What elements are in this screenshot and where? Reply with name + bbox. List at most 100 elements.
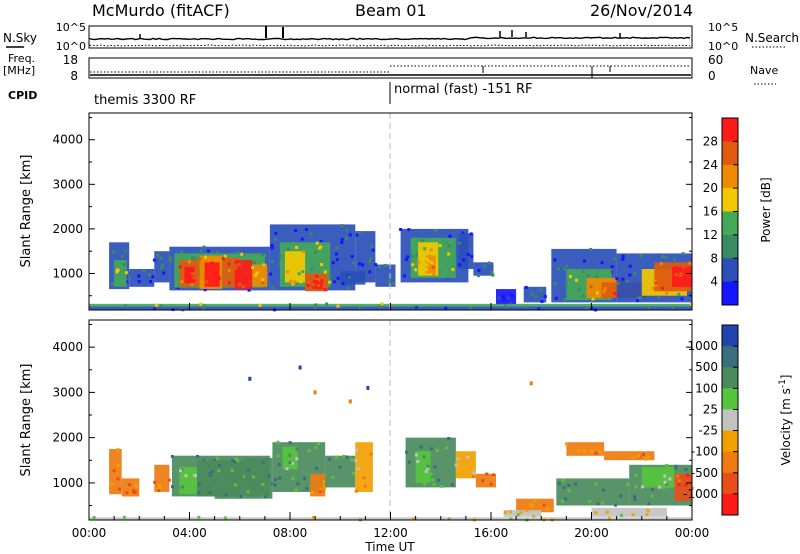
data-cell <box>255 271 259 275</box>
data-cell <box>202 306 206 310</box>
data-cell <box>208 474 212 477</box>
data-cell <box>314 446 318 450</box>
station-title: McMurdo (fitACF) <box>92 1 230 20</box>
data-cell <box>261 281 265 285</box>
data-cell <box>351 261 355 265</box>
data-cell <box>628 273 632 277</box>
y-tick-label: 3000 <box>52 177 83 191</box>
data-cell <box>368 270 372 274</box>
data-cell <box>198 257 202 261</box>
colorbar-swatch <box>722 367 738 389</box>
colorbar-tick-label: -500 <box>691 466 718 480</box>
data-cell <box>650 488 654 492</box>
data-cell <box>503 511 507 514</box>
data-cell <box>613 257 617 261</box>
data-cell <box>674 273 678 276</box>
data-cell <box>323 270 327 274</box>
time-axis-label: Time UT <box>364 540 415 554</box>
data-cell <box>354 458 358 462</box>
data-cell <box>654 281 658 285</box>
data-cell <box>335 252 338 256</box>
data-cell <box>641 485 645 489</box>
data-cell <box>192 276 196 280</box>
data-cell <box>171 485 174 489</box>
data-cell <box>293 280 297 284</box>
data-cell <box>331 475 335 479</box>
data-cell <box>668 477 672 481</box>
data-cell <box>445 446 449 450</box>
freq-panel <box>88 57 693 79</box>
counts-frame <box>88 25 693 49</box>
colorbar-tick-label: -1000 <box>683 487 718 501</box>
velocity-x-axis: 00:00 04:00 08:00 12:00 16:00 20:00 00:00 <box>72 303 710 540</box>
data-cell <box>288 453 292 457</box>
data-cell <box>456 457 460 461</box>
data-cell <box>532 514 536 518</box>
data-cell <box>567 484 571 487</box>
data-speckle <box>348 399 352 404</box>
velocity-panel: 1000 2000 3000 4000 00:00 04:00 08:00 12:00 16:… <box>19 303 709 554</box>
data-cell <box>307 449 311 453</box>
data-cell <box>122 263 126 267</box>
data-cell <box>429 248 433 252</box>
data-cell <box>115 270 119 274</box>
data-cell <box>185 268 189 272</box>
colorbar-tick-label: 100 <box>695 381 718 395</box>
data-cell <box>586 274 590 278</box>
y-tick-label: 2000 <box>52 431 83 445</box>
data-cell <box>208 491 212 495</box>
data-cell <box>553 282 557 285</box>
colorbar-swatch <box>722 281 738 306</box>
data-cell <box>614 503 617 507</box>
data-cell <box>323 486 327 490</box>
data-cell <box>318 246 322 250</box>
data-cell <box>642 452 645 456</box>
data-cell <box>361 263 365 267</box>
nsky-spikes <box>139 26 621 38</box>
data-cell <box>663 480 667 484</box>
data-cell <box>615 277 619 281</box>
data-cell <box>598 450 602 454</box>
data-cell <box>352 472 355 476</box>
y-tick-label: 4000 <box>52 133 83 147</box>
velocity-y-axis: 1000 2000 3000 4000 <box>52 324 692 507</box>
data-cell <box>417 260 420 264</box>
data-cell <box>320 263 324 266</box>
data-cell <box>634 485 638 489</box>
data-cell <box>274 478 278 482</box>
data-region <box>197 460 215 497</box>
data-cell <box>328 280 332 284</box>
data-cell <box>519 511 523 515</box>
data-cell <box>156 253 160 257</box>
colorbar-swatch <box>722 409 738 431</box>
x-tick-label: 00:00 <box>675 526 710 540</box>
data-cell <box>661 286 664 290</box>
data-cell <box>328 274 332 278</box>
data-cell <box>415 253 419 257</box>
data-cell <box>218 464 222 468</box>
data-cell <box>447 244 451 248</box>
data-cell <box>595 275 599 279</box>
data-region <box>516 498 554 513</box>
data-cell <box>325 302 329 306</box>
velocity-colorbar-label: Velocity [m s-1] <box>778 375 793 466</box>
data-cell <box>491 273 495 277</box>
data-cell <box>472 471 476 475</box>
data-cell <box>469 232 473 236</box>
data-cell <box>677 479 681 483</box>
counts-tick-top-left: 10^5 <box>56 21 86 34</box>
x-tick-label: 00:00 <box>72 526 107 540</box>
data-cell <box>270 244 274 247</box>
data-cell <box>168 259 172 263</box>
data-cell <box>128 483 132 487</box>
data-cell <box>542 503 546 507</box>
data-cell <box>564 497 568 501</box>
data-cell <box>116 477 120 481</box>
data-cell <box>405 450 409 454</box>
data-cell <box>313 305 317 309</box>
data-cell <box>501 294 504 298</box>
data-cell <box>588 499 592 503</box>
data-cell <box>288 461 292 465</box>
counts-tick-top-right: 10^5 <box>708 21 738 34</box>
data-cell <box>271 260 275 263</box>
